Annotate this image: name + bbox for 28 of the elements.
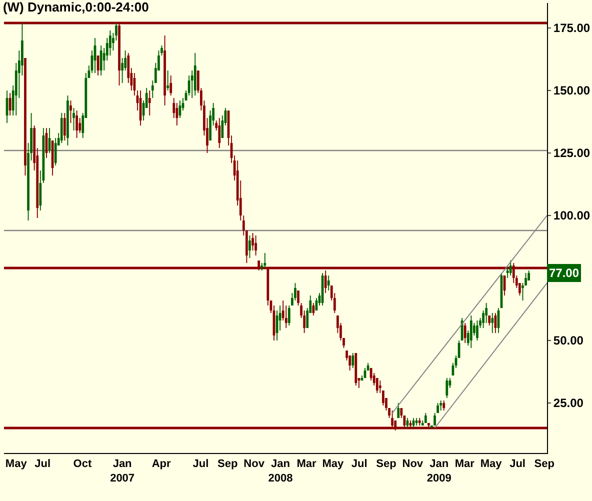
y-tick-label: 50.00 [553, 334, 584, 348]
x-tick-label: Nov [244, 458, 266, 470]
x-tick-label: Sep [218, 458, 238, 470]
y-tick-label: 150.00 [553, 84, 590, 98]
x-tick-label: Jul [192, 458, 209, 470]
x-tick-label: Sep [376, 458, 397, 470]
x-tick-label: Oct [73, 458, 92, 470]
x-tick-label: Mar [296, 458, 317, 470]
x-tick-label: Sep [534, 458, 555, 470]
x-tick-label: Jan 2008 [268, 458, 293, 484]
x-tick-label: Jan 2007 [110, 458, 135, 484]
y-tick-label: 175.00 [553, 21, 590, 36]
x-tick-label: May [480, 458, 503, 470]
x-tick-label: Nov [402, 458, 424, 470]
x-tick-label: Apr [152, 458, 172, 470]
x-tick-label: Jul [351, 458, 368, 470]
candlestick [166, 70, 169, 90]
annotation: 77.00 [549, 266, 580, 280]
x-tick-label: Jan 2009 [426, 458, 452, 484]
y-tick-label: 25.00 [553, 396, 584, 410]
x-tick-label: May [5, 458, 28, 470]
chart-title: (W) Dynamic,0:00-24:00 [2, 0, 149, 15]
y-tick-label: 125.00 [553, 146, 590, 160]
y-tick-label: 100.00 [553, 208, 590, 223]
x-tick-label: May [322, 458, 344, 470]
x-tick-label: Mar [454, 458, 476, 470]
x-tick-label: Jul [34, 458, 51, 470]
x-tick-label: Jul [510, 458, 526, 470]
